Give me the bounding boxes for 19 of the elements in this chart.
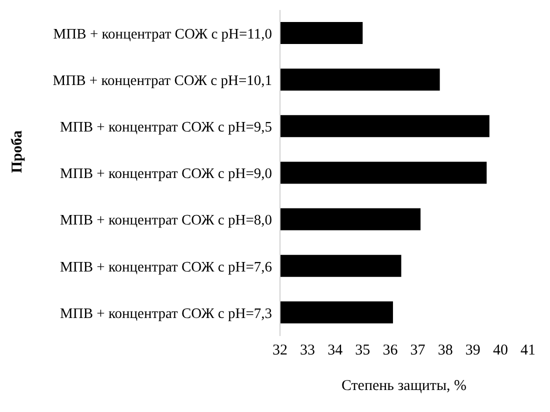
y-tick-label: МПВ + концентрат СОЖ с pH=10,1 (52, 73, 272, 90)
x-tick-label: 34 (328, 342, 344, 359)
x-tick-label: 39 (465, 342, 480, 359)
x-tick-label: 38 (438, 342, 453, 359)
y-tick-label: МПВ + концентрат СОЖ с pH=7,6 (60, 259, 272, 276)
x-tick-label: 33 (300, 342, 316, 359)
y-axis-title: Проба (9, 130, 26, 173)
x-tick-label: 37 (410, 342, 426, 359)
y-tick-label: МПВ + концентрат СОЖ с pH=11,0 (53, 26, 272, 42)
y-tick-label: МПВ + концентрат СОЖ с pH=8,0 (60, 212, 272, 229)
y-tick-label: МПВ + концентрат СОЖ с pH=9,5 (60, 120, 272, 136)
x-tick-label: 35 (355, 342, 370, 359)
x-tick-label: 40 (492, 342, 508, 359)
x-axis-title: Степень защиты, % (341, 378, 467, 394)
x-tick-label: 36 (382, 342, 398, 359)
y-tick-label: МПВ + концентрат СОЖ с pH=7,3 (60, 306, 272, 322)
y-tick-label: МПВ + концентрат СОЖ с pH=9,0 (60, 166, 272, 182)
x-tick-label: 41 (520, 342, 536, 359)
x-tick-label: 32 (272, 342, 288, 359)
